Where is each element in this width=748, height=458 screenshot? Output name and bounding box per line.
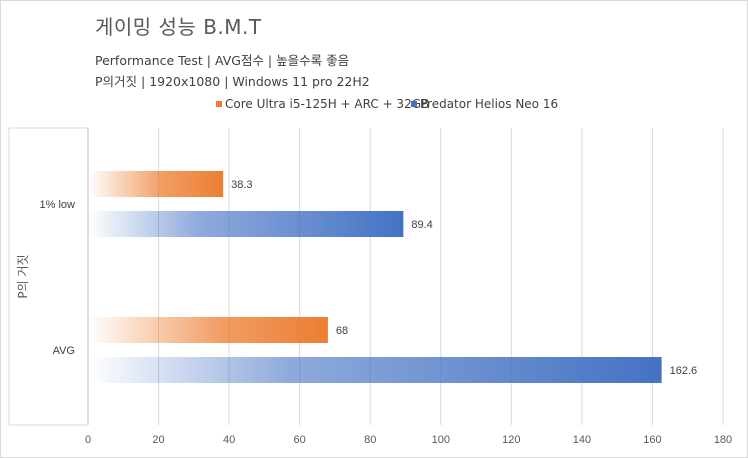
axes: 0 20 40 60 80 100 120 140 160 180 P의 거짓 1% low AVG <box>8 127 732 446</box>
x-tick-label: 180 <box>714 434 732 446</box>
data-label: 68 <box>336 325 348 337</box>
x-tick-label: 160 <box>643 434 661 446</box>
chart-title: 게이밍 성능 B.M.T <box>95 15 262 39</box>
x-tick-label: 40 <box>223 434 235 446</box>
data-label: 162.6 <box>670 365 698 377</box>
data-label: 89.4 <box>411 219 432 231</box>
x-tick-label: 100 <box>432 434 450 446</box>
bar-predator-avg <box>88 357 662 383</box>
x-tick-label: 80 <box>364 434 376 446</box>
legend-item-series-1: Core Ultra i5-125H + ARC + 32GB <box>216 97 429 111</box>
y-axis-title: P의 거짓 <box>16 254 30 298</box>
category-label: AVG <box>53 345 75 357</box>
legend-swatch-series-1 <box>216 101 222 107</box>
chart-subtitle-1: Performance Test | AVG점수 | 높을수록 좋음 <box>95 53 350 68</box>
bar-core-ultra-avg <box>88 317 328 343</box>
x-tick-label: 60 <box>294 434 306 446</box>
data-label: 38.3 <box>231 179 252 191</box>
bars <box>88 171 662 383</box>
legend-swatch-series-2 <box>411 101 417 107</box>
legend-label-series-2: Predator Helios Neo 16 <box>420 97 559 111</box>
bar-core-ultra-1pct-low <box>88 171 224 197</box>
x-tick-label: 120 <box>502 434 520 446</box>
chart-subtitle-2: P의거짓 | 1920x1080 | Windows 11 pro 22H2 <box>95 74 370 89</box>
bar-predator-1pct-low <box>88 211 404 237</box>
legend-item-series-2: Predator Helios Neo 16 <box>411 97 558 111</box>
x-tick-label: 0 <box>85 434 91 446</box>
legend-label-series-1: Core Ultra i5-125H + ARC + 32GB <box>225 97 430 111</box>
data-labels: 38.3 89.4 68 162.6 <box>231 179 697 377</box>
x-tick-label: 20 <box>152 434 164 446</box>
category-label: 1% low <box>40 199 76 211</box>
x-tick-label: 140 <box>573 434 591 446</box>
